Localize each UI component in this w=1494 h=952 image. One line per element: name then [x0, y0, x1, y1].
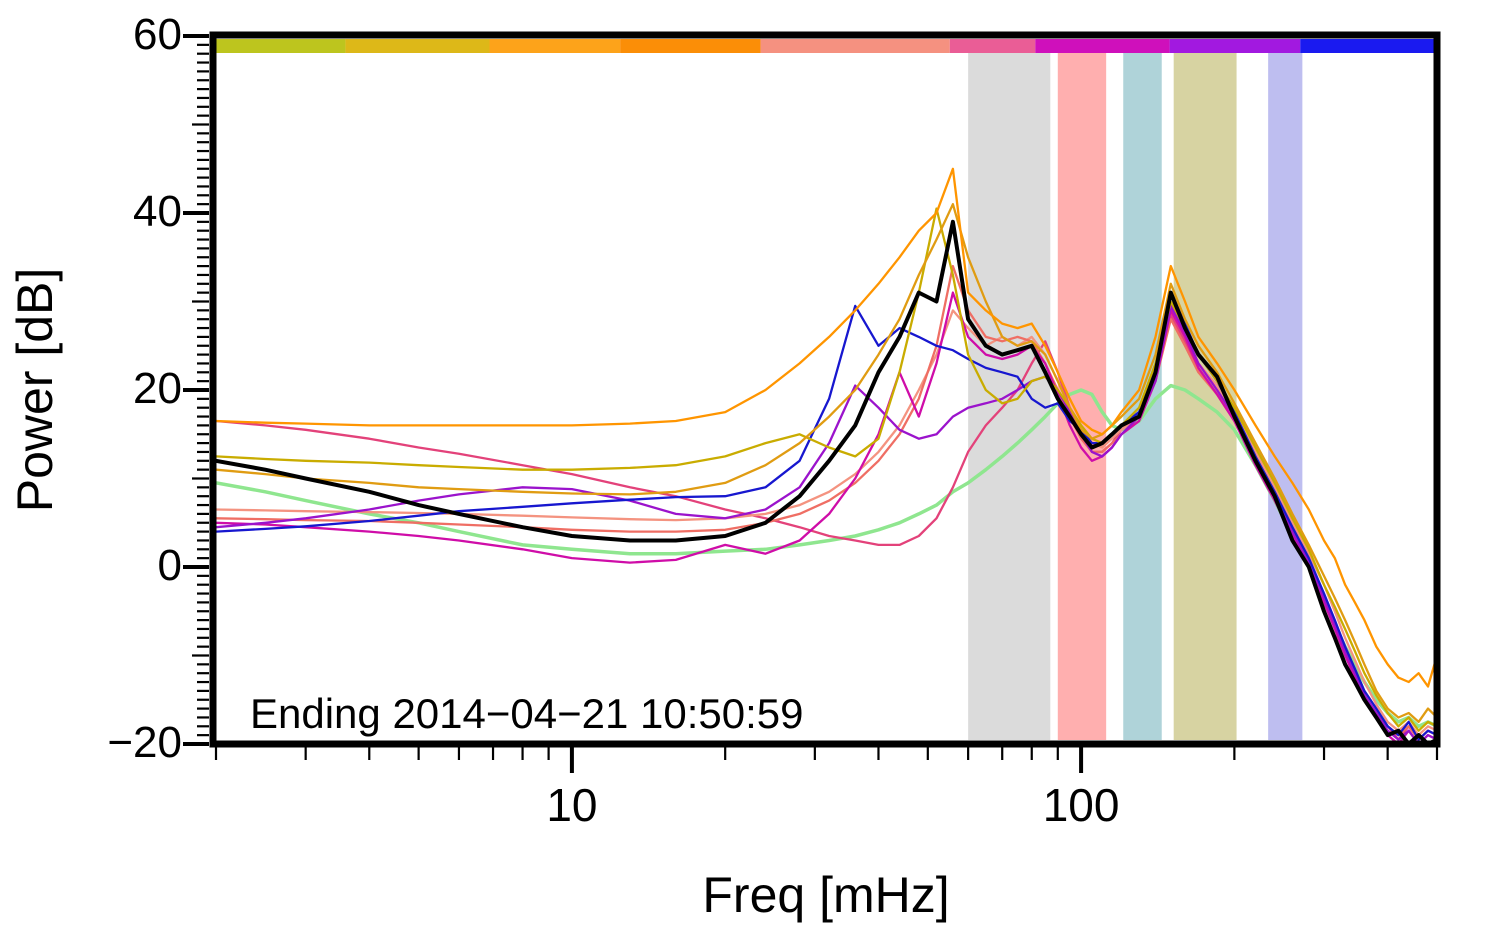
top-color-strip — [216, 39, 1437, 53]
y-tick-label: 60 — [133, 10, 182, 59]
strip-segment-0 — [216, 39, 346, 53]
series-crimson — [216, 313, 1434, 741]
y-tick-label: 0 — [157, 541, 182, 590]
strip-segment-7 — [1169, 39, 1301, 53]
band-periwinkle — [1268, 53, 1303, 740]
ending-timestamp-annotation: Ending 2014−04−21 10:50:59 — [250, 690, 804, 737]
strip-segment-2 — [489, 39, 621, 53]
strip-segment-3 — [620, 39, 761, 53]
series-olive — [216, 207, 1434, 732]
strip-segment-8 — [1300, 39, 1437, 53]
series-coral — [216, 264, 1434, 741]
y-ticks — [183, 34, 209, 746]
plot-frame — [209, 31, 1441, 748]
y-tick-label: −20 — [107, 718, 182, 767]
x-axis-label: Freq [mHz] — [702, 867, 950, 923]
series-magenta — [216, 291, 1434, 741]
y-tick-label: 20 — [133, 364, 182, 413]
series-purple — [216, 304, 1434, 741]
series-green — [216, 383, 1434, 729]
x-ticks — [214, 747, 1439, 773]
strip-segment-5 — [949, 39, 1036, 53]
series-orange — [216, 167, 1434, 688]
x-tick-label: 10 — [546, 779, 598, 831]
strip-segment-1 — [345, 39, 490, 53]
frequency-bands — [968, 53, 1303, 740]
x-tick-label: 100 — [1042, 779, 1120, 831]
y-tick-label: 40 — [133, 187, 182, 236]
series-black — [216, 219, 1434, 741]
band-gray — [968, 53, 1051, 740]
strip-segment-4 — [760, 39, 950, 53]
series-goldenrod — [216, 203, 1434, 724]
strip-segment-6 — [1035, 39, 1170, 53]
spectrum-curves — [216, 167, 1434, 741]
